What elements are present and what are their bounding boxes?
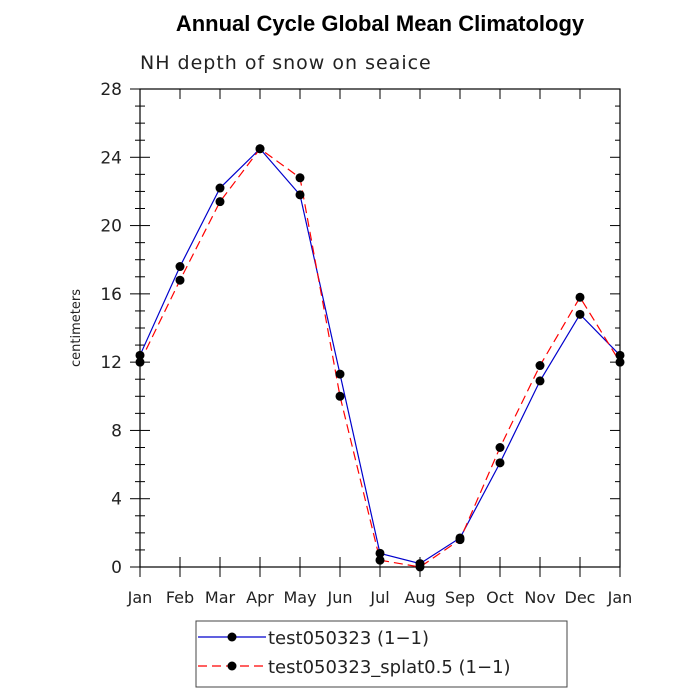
x-tick-label: Dec (565, 588, 596, 607)
legend-label-series-1: test050323 (1−1) (268, 628, 429, 649)
x-tick-label: May (283, 588, 316, 607)
y-tick-label: 0 (111, 558, 122, 578)
y-tick-label: 8 (111, 421, 122, 441)
legend-marker-series-2 (227, 661, 237, 671)
data-point-series-1 (615, 350, 625, 360)
chart-title: Annual Cycle Global Mean Climatology (176, 11, 585, 36)
series-layer (135, 144, 625, 572)
series-line-2 (139, 147, 621, 568)
y-tick-label: 28 (100, 80, 122, 100)
x-tick-label: Apr (246, 588, 274, 607)
data-point-series-2 (455, 535, 465, 545)
data-point-series-1 (535, 376, 545, 386)
data-point-series-2 (375, 555, 385, 565)
x-tick-label: Oct (486, 588, 514, 607)
data-point-series-1 (335, 369, 345, 379)
x-axis: Jan Feb Mar Apr May Jun Jul Aug Sep Oct Nov Dec Jan (127, 89, 633, 607)
data-point-series-2 (495, 443, 505, 452)
data-point-series-2 (415, 562, 425, 572)
data-point-series-2 (295, 173, 305, 183)
series-line-1 (139, 147, 621, 565)
y-axis-label: centimeters (69, 289, 84, 367)
data-point-series-2 (215, 197, 225, 207)
data-point-series-1 (135, 350, 145, 360)
data-point-series-1 (575, 309, 585, 319)
legend-marker-series-1 (227, 632, 237, 642)
data-point-series-1 (295, 190, 305, 200)
y-tick-label: 24 (100, 148, 122, 168)
data-point-series-1 (375, 548, 385, 558)
legend-label-series-2: test050323_splat0.5 (1−1) (268, 657, 511, 678)
y-tick-label: 12 (100, 353, 122, 373)
data-point-series-2 (535, 361, 545, 371)
x-tick-label: Feb (166, 588, 194, 607)
legend: test050323 (1−1) test050323_splat0.5 (1−… (195, 620, 568, 688)
data-point-series-2 (175, 275, 185, 285)
x-tick-label: Jan (607, 588, 633, 607)
data-point-series-2 (615, 357, 625, 367)
x-tick-label: Nov (524, 588, 555, 607)
x-tick-label: Aug (404, 588, 435, 607)
y-tick-label: 16 (100, 285, 122, 305)
data-point-series-1 (215, 183, 225, 193)
y-tick-label: 20 (100, 217, 122, 237)
x-tick-label: Jan (127, 588, 153, 607)
y-axis: 0 4 8 12 16 20 24 28 (100, 80, 620, 578)
data-point-series-2 (335, 391, 345, 401)
data-point-series-2 (575, 292, 585, 302)
data-point-series-1 (495, 458, 505, 468)
plot-border (139, 88, 621, 568)
x-tick-label: Jul (369, 588, 389, 607)
chart-subtitle: NH depth of snow on seaice (140, 52, 432, 74)
x-tick-label: Mar (205, 588, 236, 607)
data-point-series-2 (135, 357, 145, 367)
legend-box (195, 620, 568, 688)
plot-frame (139, 88, 621, 568)
data-point-series-2 (255, 144, 265, 154)
x-tick-label: Sep (445, 588, 475, 607)
data-point-series-1 (175, 262, 185, 272)
x-tick-label: Jun (327, 588, 353, 607)
y-tick-label: 4 (111, 490, 122, 510)
